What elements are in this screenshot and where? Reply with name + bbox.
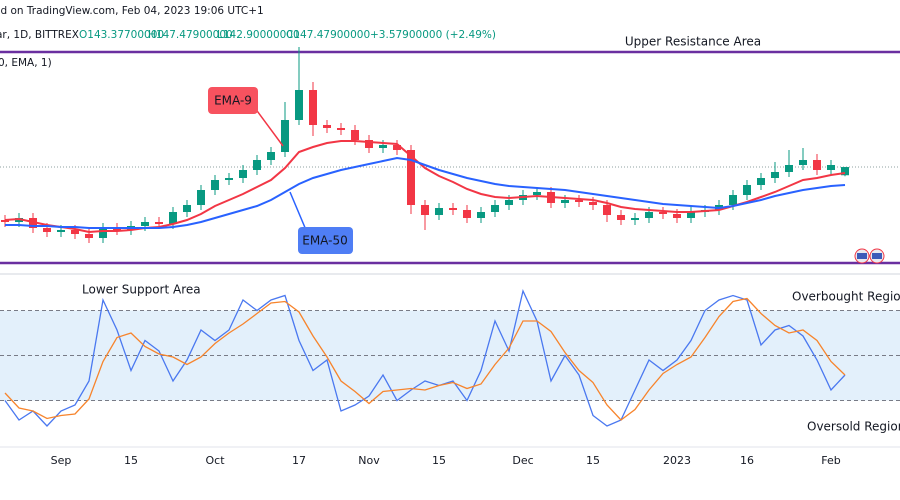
ema9-callout: EMA-9 xyxy=(208,87,284,147)
candle-body xyxy=(463,210,471,218)
header-symbol: ar, 1D, BITTREX xyxy=(0,29,79,41)
x-tick-label: Feb xyxy=(821,454,840,467)
candle-body xyxy=(673,214,681,218)
candle-body xyxy=(225,178,233,180)
candle-body xyxy=(491,205,499,212)
candle-body xyxy=(743,185,751,195)
candle-body xyxy=(687,212,695,218)
candle-body xyxy=(407,150,415,205)
candle-body xyxy=(211,180,219,190)
candle-body xyxy=(841,167,849,176)
ema50-callout: EMA-50 xyxy=(289,191,353,254)
candle-body xyxy=(813,160,821,170)
header-source: ed on TradingView.com, Feb 04, 2023 19:0… xyxy=(0,5,264,17)
callout-arrow xyxy=(289,191,307,231)
candle-body xyxy=(281,120,289,152)
x-tick-label: Nov xyxy=(358,454,380,467)
candle-body xyxy=(561,200,569,203)
candle-body xyxy=(351,130,359,140)
candle-body xyxy=(785,165,793,172)
candle-body xyxy=(589,202,597,205)
x-tick-label: 15 xyxy=(586,454,600,467)
candle-body xyxy=(757,178,765,185)
indicator-label: 0, EMA, 1) xyxy=(0,57,52,69)
x-tick-label: 15 xyxy=(124,454,138,467)
stoch-line xyxy=(4,297,846,421)
candle-body xyxy=(309,90,317,125)
header-low: L142.90000000 xyxy=(217,29,300,41)
candle-body xyxy=(169,212,177,224)
header-open: O143.37700000 xyxy=(79,29,164,41)
candle-body xyxy=(603,205,611,215)
x-tick-label: 2023 xyxy=(663,454,691,467)
candle-body xyxy=(85,234,93,238)
plot-marks: Sep 15 Oct 17 Nov 15 Dec 15 2023 16 Feb xyxy=(0,47,900,467)
candle-body xyxy=(435,208,443,215)
candle-body xyxy=(827,165,835,170)
candle-body xyxy=(617,215,625,220)
candle-body xyxy=(421,205,429,215)
candle-body xyxy=(645,212,653,218)
candle-body xyxy=(253,160,261,170)
candle-body xyxy=(393,145,401,150)
callout-text: EMA-9 xyxy=(214,94,252,108)
candle-body xyxy=(533,192,541,195)
x-tick-label: 17 xyxy=(292,454,306,467)
x-tick-label: Oct xyxy=(205,454,225,467)
candle-body xyxy=(141,222,149,226)
x-tick-label: Sep xyxy=(51,454,72,467)
candle-body xyxy=(575,200,583,202)
candle-body xyxy=(43,228,51,232)
candle-body xyxy=(1,220,9,222)
candle-body xyxy=(71,230,79,234)
flag-icons xyxy=(854,248,885,264)
candle-body xyxy=(337,128,345,130)
oversold-label: Oversold Region xyxy=(807,420,900,434)
candle-body xyxy=(239,170,247,178)
candle-body xyxy=(267,152,275,160)
candle-body xyxy=(365,140,373,148)
candle-body xyxy=(477,212,485,218)
flag-icon xyxy=(857,253,867,259)
header-change: +3.57900000 (+2.49%) xyxy=(370,29,496,41)
candle-body xyxy=(771,172,779,178)
overbought-label: Overbought Region xyxy=(792,290,900,304)
x-tick-label: 15 xyxy=(432,454,446,467)
candle-body xyxy=(505,200,513,205)
x-tick-label: 16 xyxy=(740,454,754,467)
candle-body xyxy=(323,125,331,128)
candle-body xyxy=(799,160,807,165)
ema-line xyxy=(5,156,846,229)
candle-body xyxy=(295,90,303,120)
header-close: C147.47900000 xyxy=(286,29,370,41)
candle-body xyxy=(155,222,163,224)
resistance-label: Upper Resistance Area xyxy=(625,35,761,49)
support-label: Lower Support Area xyxy=(82,283,201,297)
header-high: H147.47900000 xyxy=(148,29,233,41)
candle-body xyxy=(57,230,65,232)
candle-body xyxy=(729,195,737,205)
candle-body xyxy=(449,208,457,210)
candle-body xyxy=(379,145,387,148)
candle-body xyxy=(183,205,191,212)
flag-icon xyxy=(872,253,882,259)
callout-box xyxy=(298,227,353,254)
candle-body xyxy=(659,212,667,214)
callout-box xyxy=(208,87,258,114)
x-tick-label: Dec xyxy=(512,454,533,467)
plot-underlay xyxy=(0,166,900,401)
candle-body xyxy=(197,190,205,205)
stoch-line xyxy=(4,289,846,427)
candle-body xyxy=(631,218,639,220)
callout-text: EMA-50 xyxy=(302,234,347,248)
candle-body xyxy=(99,228,107,238)
